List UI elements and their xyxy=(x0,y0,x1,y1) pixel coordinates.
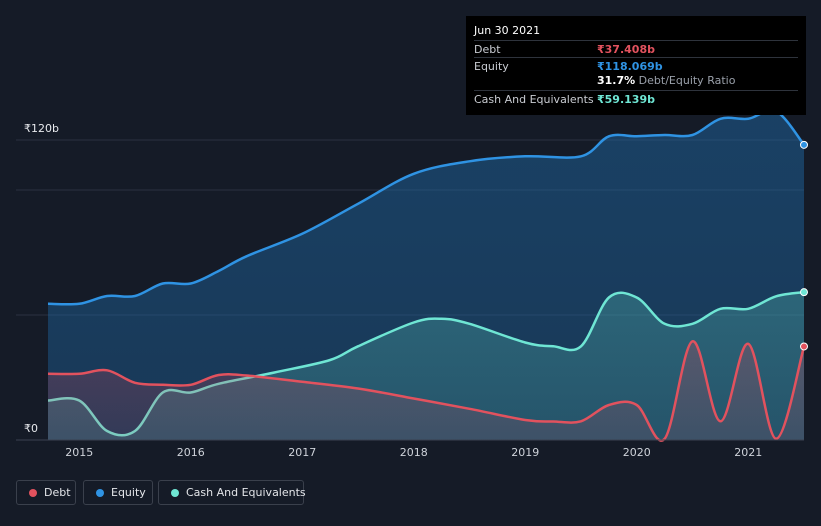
tooltip-date: Jun 30 2021 xyxy=(474,24,541,37)
endpoint-equity xyxy=(800,140,808,149)
legend-equity-dot xyxy=(96,489,104,497)
x-tick-label: 2019 xyxy=(511,446,539,459)
x-tick-label: 2018 xyxy=(400,446,428,459)
tooltip-debt-label: Debt xyxy=(474,43,501,56)
legend-cash-dot xyxy=(171,489,179,497)
tooltip-equity-label: Equity xyxy=(474,60,509,73)
x-tick-label: 2020 xyxy=(623,446,651,459)
x-tick-label: 2015 xyxy=(65,446,93,459)
legend-item-equity[interactable]: Equity xyxy=(83,480,153,505)
x-tick-label: 2016 xyxy=(177,446,205,459)
tooltip-debt-value: ₹37.408b xyxy=(597,43,655,56)
legend-item-debt[interactable]: Debt xyxy=(16,480,76,505)
tooltip-ratio-value: 31.7% xyxy=(597,74,636,87)
x-tick-label: 2017 xyxy=(288,446,316,459)
x-tick-label: 2021 xyxy=(734,446,762,459)
tooltip-row-cash: Cash And Equivalents ₹59.139b xyxy=(474,90,798,108)
endpoint-debt xyxy=(800,342,808,351)
legend-debt-label: Debt xyxy=(44,486,71,499)
legend-cash-label: Cash And Equivalents xyxy=(186,486,306,499)
y-axis-top-label: ₹120b xyxy=(24,122,59,135)
legend-item-cash[interactable]: Cash And Equivalents xyxy=(158,480,306,505)
tooltip-equity-value: ₹118.069b xyxy=(597,60,663,73)
line-debt xyxy=(47,340,806,442)
tooltip-cash-value: ₹59.139b xyxy=(597,93,655,106)
tooltip-cash-label: Cash And Equivalents xyxy=(474,93,594,106)
legend-debt-dot xyxy=(29,489,37,497)
tooltip-ratio-label: Debt/Equity Ratio xyxy=(638,74,736,87)
tooltip-row-debt: Debt ₹37.408b xyxy=(474,40,798,58)
endpoint-cash xyxy=(800,288,808,297)
area-debt xyxy=(48,341,804,441)
line-equity xyxy=(47,108,805,306)
legend-equity-label: Equity xyxy=(111,486,146,499)
data-tooltip: Jun 30 2021 Debt ₹37.408b Equity ₹118.06… xyxy=(466,16,806,115)
tooltip-debt-equity-ratio: 31.7% Debt/Equity Ratio xyxy=(597,74,735,87)
tooltip-row-equity: Equity ₹118.069b xyxy=(474,57,798,75)
y-axis-bottom-label: ₹0 xyxy=(24,422,38,435)
